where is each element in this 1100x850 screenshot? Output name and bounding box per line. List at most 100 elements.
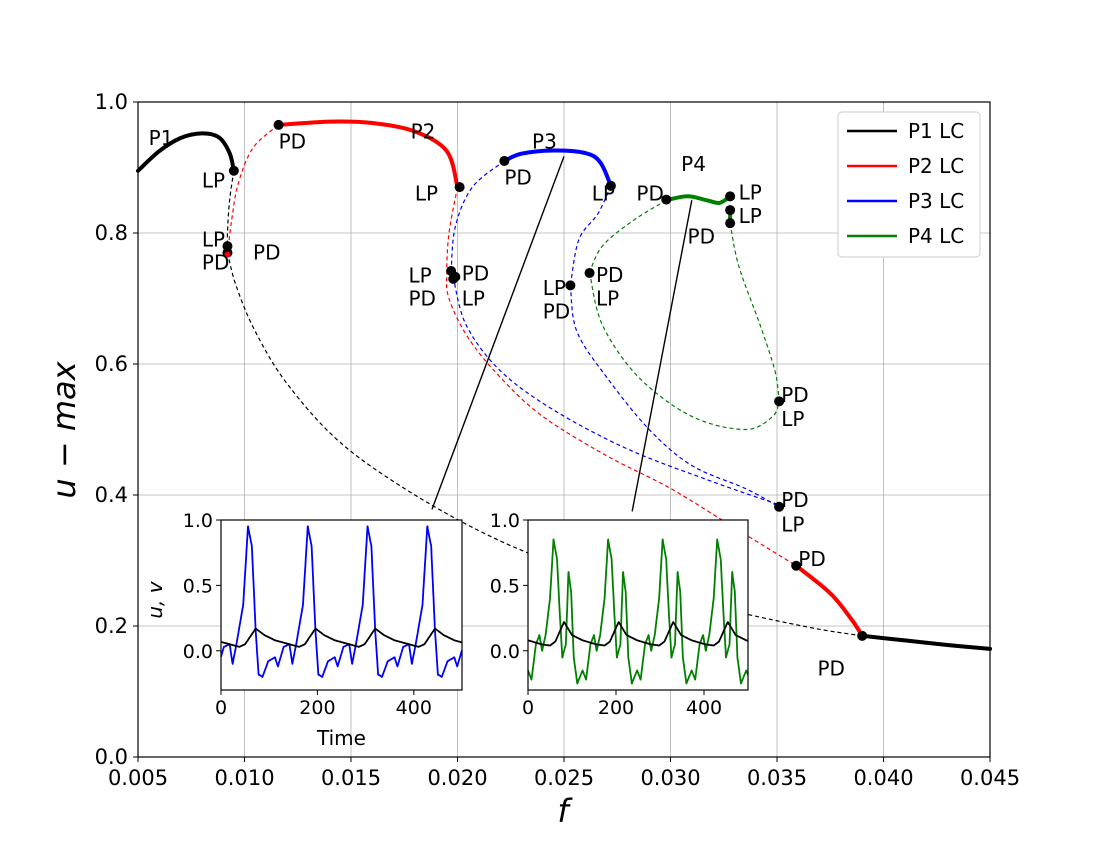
point-label: PD	[817, 657, 844, 681]
point-label: LP	[781, 407, 804, 431]
bifurcation-point	[228, 165, 239, 176]
p1-lc-stable-branch	[860, 633, 992, 651]
inset-x-tick-label: 200	[299, 697, 335, 719]
inset-background	[528, 520, 748, 690]
p2-lc-unstable-branch	[226, 124, 279, 255]
point-label: PD	[462, 262, 489, 286]
point-label: LP	[409, 264, 432, 288]
x-tick-label: 0.005	[108, 766, 168, 790]
bifurcation-point	[725, 218, 736, 229]
point-label: LP	[739, 204, 762, 228]
y-tick-label: 1.0	[95, 90, 128, 114]
point-label: LP	[202, 228, 225, 252]
p3-lc-unstable-branch	[569, 185, 612, 286]
p4-lc-unstable-branch	[589, 272, 780, 431]
inset-series-v	[527, 621, 749, 647]
inset-x-axis-label: Time	[316, 726, 366, 750]
y-tick-label: 0.0	[95, 745, 128, 769]
bifurcation-point	[224, 251, 231, 258]
bifurcation-point	[791, 560, 802, 571]
point-label: PD	[596, 263, 623, 287]
bifurcation-point	[605, 180, 616, 191]
p1-lc-unstable-branch	[226, 252, 863, 637]
pointer-lines	[431, 156, 693, 512]
bifurcation-point	[725, 205, 736, 216]
p2-lc-stable-branch	[794, 563, 865, 638]
point-label: PD	[253, 241, 280, 265]
x-tick-label: 0.040	[853, 766, 913, 790]
x-tick-label: 0.015	[321, 766, 381, 790]
inset-frame	[527, 519, 749, 691]
point-label: PD	[781, 488, 808, 512]
y-tick-label: 0.4	[95, 483, 128, 507]
x-tick-label: 0.035	[747, 766, 807, 790]
p3-lc-stable-branch	[502, 148, 613, 188]
inset-time-series-p3: 0 200 400 0.0 0.5 1.0 Time u, v	[143, 510, 463, 750]
legend: P1 LC P2 LC P3 LC P4 LC	[837, 111, 981, 258]
p3-lc-unstable-branch	[452, 276, 780, 506]
bifurcation-point	[774, 501, 785, 512]
inset-pointer-line	[631, 200, 693, 512]
point-label: PD	[636, 182, 663, 206]
inset-y-axis-label: u, v	[143, 580, 167, 618]
point-label: LP	[596, 287, 619, 311]
point-label: PD	[543, 300, 570, 324]
point-label: LP	[462, 287, 485, 311]
axis-ticks: 0.005 0.010 0.015 0.020 0.025 0.030 0.035 0.040…	[95, 90, 1020, 790]
inset-x-tick-label: 0	[215, 697, 227, 719]
inset-series-u	[220, 525, 463, 678]
point-label: LP	[781, 512, 804, 536]
inset-time-series-p4: 0 200 400 0.0 0.5 1.0	[490, 510, 749, 719]
point-label: P2	[411, 119, 436, 143]
legend-label-p4-lc: P4 LC	[908, 224, 964, 248]
point-label: LP	[592, 182, 615, 206]
inset-y-tick-label: 0.5	[490, 575, 520, 597]
y-tick-label: 0.2	[95, 614, 128, 638]
inset-frame	[220, 519, 463, 691]
inset-x-tick-label: 200	[598, 697, 634, 719]
legend-label-p3-lc: P3 LC	[908, 189, 964, 213]
p3-lc-unstable-branch	[569, 285, 780, 508]
y-axis-label: u − max	[45, 360, 83, 498]
legend-box	[837, 111, 981, 258]
inset-x-tick-label: 400	[396, 697, 432, 719]
inset-x-tick-label: 400	[686, 697, 722, 719]
point-label: LP	[202, 169, 225, 193]
inset-y-tick-label: 0.5	[183, 575, 213, 597]
bifurcation-point	[454, 182, 465, 193]
bifurcation-point	[857, 630, 868, 641]
point-label: PD	[202, 250, 229, 274]
inset-y-tick-label: 0.0	[183, 641, 213, 663]
point-label: PD	[781, 383, 808, 407]
point-label: P3	[532, 129, 557, 153]
point-label: PD	[409, 287, 436, 311]
bifurcation-point	[725, 191, 736, 202]
inset-y-tick-label: 1.0	[183, 510, 213, 532]
point-label: PD	[279, 129, 306, 153]
point-label: PD	[504, 165, 531, 189]
bifurcation-points	[222, 119, 868, 641]
legend-label-p1-lc: P1 LC	[908, 119, 964, 143]
bifurcation-point	[273, 119, 284, 130]
inset-series-v	[220, 627, 463, 648]
branch-curves	[136, 119, 992, 651]
p4-lc-unstable-branch	[729, 223, 780, 401]
x-tick-label: 0.030	[640, 766, 700, 790]
inset-series-u	[527, 538, 749, 685]
point-label: LP	[543, 276, 566, 300]
point-label: LP	[415, 182, 438, 206]
p4-lc-stable-branch	[664, 194, 733, 205]
inset-y-tick-label: 1.0	[490, 510, 520, 532]
inset-y-tick-label: 0.0	[490, 641, 520, 663]
bifurcation-point	[774, 396, 785, 407]
y-tick-label: 0.6	[95, 352, 128, 376]
point-label: P4	[681, 152, 706, 176]
bifurcation-point	[499, 155, 510, 166]
p2-lc-stable-branch	[276, 119, 460, 190]
inset-x-tick-label: 0	[522, 697, 534, 719]
p2-lc-unstable-branch	[445, 186, 797, 567]
inset-pointer-line	[431, 156, 565, 510]
legend-label-p2-lc: P2 LC	[908, 154, 964, 178]
